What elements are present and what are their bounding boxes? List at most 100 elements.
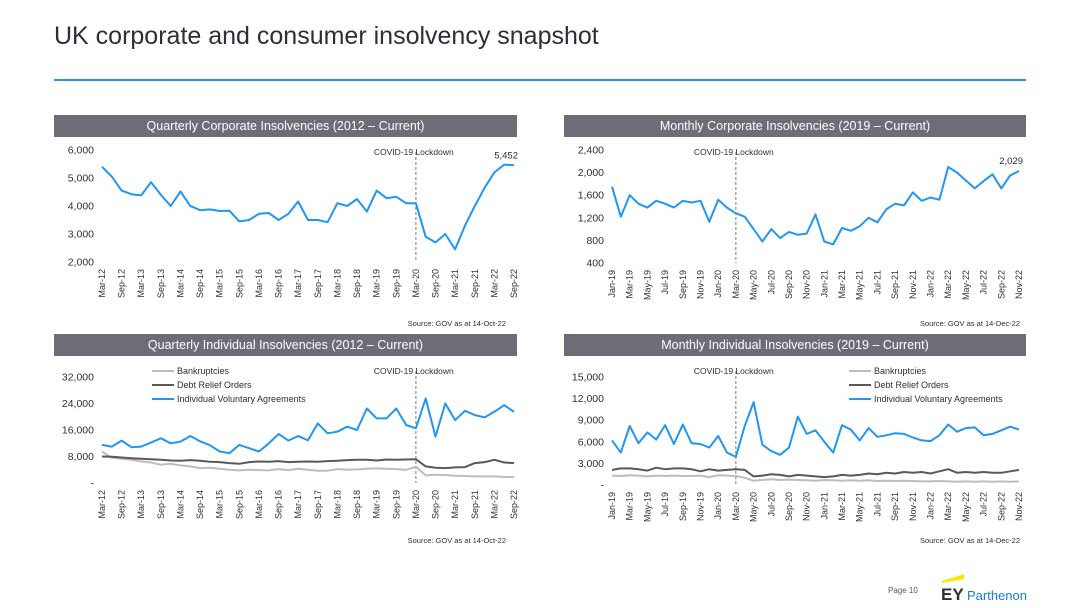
x-tick-label: Jan-22: [926, 492, 936, 520]
x-tick-label: Mar-21: [837, 492, 847, 521]
x-tick-label: Mar-12: [97, 269, 107, 298]
x-tick-label: Mar-18: [332, 490, 342, 519]
chart-quarterly-corporate: 2,000 3,000 4,000 5,000 6,000 Mar-12 Sep-12 Mar…: [68, 145, 519, 329]
x-tick-label: Jul-19: [660, 270, 670, 295]
x-tick-label: Jan-22: [926, 270, 936, 298]
x-tick-label: Mar-22: [489, 490, 499, 519]
y-tick-label: 15,000: [572, 372, 604, 384]
chart-header-quarterly-corporate: Quarterly Corporate Insolvencies (2012 –…: [54, 115, 517, 137]
x-tick-label: May-19: [642, 492, 652, 522]
x-tick-label: Mar-20: [731, 270, 741, 299]
y-tick-label: 16,000: [62, 425, 94, 437]
x-tick-label: Mar-17: [293, 490, 303, 519]
x-tick-label: May-22: [961, 492, 971, 522]
y-tick-label: 24,000: [62, 398, 94, 410]
x-tick-label: Jan-20: [713, 492, 723, 520]
lockdown-annotation: COVID-19 Lockdown: [374, 366, 454, 376]
series-line-debt-relief-orders: [101, 455, 515, 470]
x-tick-label: Jul-19: [660, 492, 670, 517]
x-tick-label: Mar-22: [943, 492, 953, 521]
x-tick-label: Mar-20: [411, 490, 421, 519]
end-value-label: 5,452: [494, 150, 518, 161]
x-tick-label: Mar-20: [731, 492, 741, 521]
x-tick-label: Mar-14: [175, 490, 185, 519]
x-tick-label: Sep-19: [391, 269, 401, 298]
x-tick-label: Mar-20: [411, 269, 421, 298]
x-tick-label: Mar-16: [254, 269, 264, 298]
y-tick-label: 6,000: [578, 436, 604, 448]
series-line-individual-voluntary-agreements: [611, 401, 1020, 458]
x-tick-label: Nov-19: [695, 492, 705, 521]
legend-label: Bankruptcies: [177, 366, 230, 376]
x-tick-label: Sep-16: [274, 269, 284, 298]
x-tick-label: Sep-15: [234, 490, 244, 519]
logo-mark: EY: [941, 585, 964, 603]
lockdown-annotation: COVID-19 Lockdown: [694, 366, 774, 376]
source-note: Source: GOV as at 14-Dec-22: [920, 319, 1020, 328]
title-divider: [54, 79, 1026, 81]
x-tick-label: Nov-21: [908, 270, 918, 299]
x-tick-label: Sep-22: [509, 269, 519, 298]
y-tick-label: 9,000: [578, 415, 604, 427]
x-tick-label: Mar-21: [450, 269, 460, 298]
y-tick-label: -: [91, 478, 95, 490]
x-tick-label: Sep-13: [156, 269, 166, 298]
legend-label: Individual Voluntary Agreements: [177, 394, 306, 404]
x-tick-label: Mar-22: [943, 270, 953, 299]
x-tick-label: Mar-19: [625, 270, 635, 299]
x-tick-label: Mar-17: [293, 269, 303, 298]
legend-label: Individual Voluntary Agreements: [874, 394, 1003, 404]
y-tick-label: 4,000: [68, 201, 94, 213]
series-line-individual-voluntary-agreements: [101, 397, 515, 455]
x-tick-label: Nov-21: [908, 492, 918, 521]
x-tick-label: Sep-18: [352, 490, 362, 519]
x-tick-label: Nov-22: [1014, 270, 1024, 299]
x-tick-label: Mar-13: [136, 490, 146, 519]
x-tick-label: Mar-12: [97, 490, 107, 519]
x-tick-label: May-20: [749, 492, 759, 522]
x-tick-label: Mar-19: [372, 269, 382, 298]
x-tick-label: Mar-15: [215, 269, 225, 298]
x-tick-label: Mar-15: [215, 490, 225, 519]
y-tick-label: 800: [586, 235, 604, 247]
x-tick-label: Sep-20: [784, 492, 794, 521]
end-value-label: 2,029: [999, 156, 1023, 167]
x-tick-label: Sep-19: [678, 492, 688, 521]
x-tick-label: Jan-20: [713, 270, 723, 298]
x-tick-label: Jul-22: [979, 270, 989, 295]
x-tick-label: Jan-21: [819, 270, 829, 298]
x-tick-label: Sep-15: [234, 269, 244, 298]
y-tick-label: 1,200: [578, 212, 604, 224]
x-tick-label: Jan-19: [607, 270, 617, 298]
series-line-bankruptcies: [611, 474, 1020, 483]
legend-label: Debt Relief Orders: [874, 380, 949, 390]
x-tick-label: Sep-12: [117, 490, 127, 519]
source-note: Source: GOV as at 14-Dec-22: [920, 536, 1020, 545]
y-tick-label: 400: [586, 258, 604, 270]
x-tick-label: Mar-18: [332, 269, 342, 298]
x-tick-label: Jan-21: [819, 492, 829, 520]
page-title: UK corporate and consumer insolvency sna…: [54, 22, 599, 50]
x-tick-label: Mar-22: [489, 269, 499, 298]
x-tick-label: Sep-19: [678, 270, 688, 299]
x-tick-label: Mar-13: [136, 269, 146, 298]
ey-parthenon-logo: EY Parthenon: [941, 574, 1027, 603]
chart-header-monthly-corporate: Monthly Corporate Insolvencies (2019 – C…: [564, 115, 1026, 137]
x-tick-label: May-19: [642, 270, 652, 300]
x-tick-label: Mar-16: [254, 490, 264, 519]
y-tick-label: -: [601, 480, 605, 492]
series-line-debt-relief-orders: [611, 466, 1020, 479]
x-tick-label: May-20: [749, 270, 759, 300]
y-tick-label: 2,400: [578, 145, 604, 157]
logo-beam-icon: [942, 574, 964, 583]
x-tick-label: Sep-21: [890, 492, 900, 521]
y-tick-label: 2,000: [68, 257, 94, 269]
x-tick-label: Jul-21: [872, 270, 882, 295]
x-tick-label: Mar-19: [372, 490, 382, 519]
y-tick-label: 8,000: [68, 451, 94, 463]
lockdown-annotation: COVID-19 Lockdown: [374, 147, 454, 157]
x-tick-label: Nov-22: [1014, 492, 1024, 521]
source-note: Source: GOV as at 14-Oct-22: [408, 319, 506, 328]
source-note: Source: GOV as at 14-Oct-22: [408, 536, 506, 545]
x-tick-label: Mar-21: [450, 490, 460, 519]
